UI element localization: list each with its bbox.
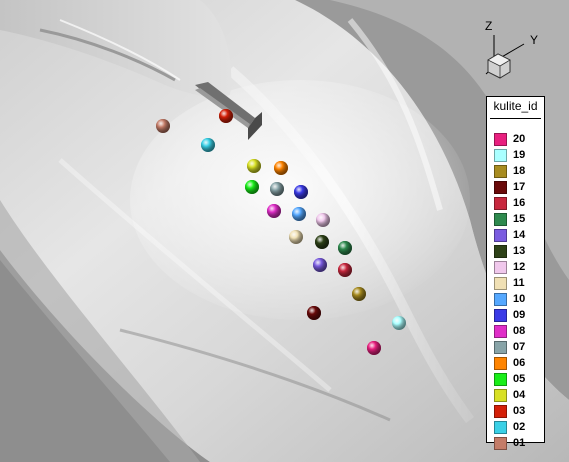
legend-label: 18 (513, 165, 526, 177)
legend-label: 15 (513, 213, 526, 225)
legend-entry: 02 (494, 419, 542, 435)
sensor-sphere-shading (316, 213, 330, 227)
legend-swatch (494, 420, 507, 434)
sensor-sphere-shading (315, 235, 329, 249)
legend-entry: 03 (494, 403, 542, 419)
legend-label: 17 (513, 181, 526, 193)
sensor-sphere-shading (313, 258, 327, 272)
sensor-sphere-shading (156, 119, 170, 133)
sensor-sphere-shading (292, 207, 306, 221)
legend-label: 10 (513, 293, 526, 305)
legend-swatch (494, 340, 507, 354)
legend-entry: 15 (494, 211, 542, 227)
legend-swatch (494, 404, 507, 418)
legend-entry: 12 (494, 259, 542, 275)
axes-triad: Z Y (485, 19, 538, 79)
legend-entry: 17 (494, 179, 542, 195)
legend-label: 01 (513, 437, 526, 449)
sensor-sphere-shading (245, 180, 259, 194)
surface-ridge (226, 66, 475, 423)
sensor-sphere-shading (307, 306, 321, 320)
legend-entry: 10 (494, 291, 542, 307)
legend-divider (490, 118, 541, 119)
sensor-sphere-shading (289, 230, 303, 244)
sensor-sphere-shading (219, 109, 233, 123)
legend-label: 12 (513, 261, 526, 273)
sensor-sphere-shading (338, 263, 352, 277)
legend-entry: 18 (494, 163, 542, 179)
legend-swatch (494, 164, 507, 178)
legend-entry: 07 (494, 339, 542, 355)
sensor-sphere-shading (367, 341, 381, 355)
sensor-sphere-shading (352, 287, 366, 301)
legend-label: 20 (513, 133, 526, 145)
legend-entry: 19 (494, 147, 542, 163)
legend-swatch (494, 228, 507, 242)
legend-swatch (494, 260, 507, 274)
legend-entry: 05 (494, 371, 542, 387)
legend-entry: 16 (494, 195, 542, 211)
legend-entry: 06 (494, 355, 542, 371)
wing (0, 0, 232, 97)
legend-entry: 11 (494, 275, 542, 291)
legend-swatch (494, 324, 507, 338)
legend-entry: 08 (494, 323, 542, 339)
legend-entry: 09 (494, 307, 542, 323)
legend-label: 16 (513, 197, 526, 209)
legend-swatch (494, 196, 507, 210)
sensor-sphere-shading (267, 204, 281, 218)
legend-entry: 01 (494, 435, 542, 451)
legend-label: 04 (513, 389, 526, 401)
legend-swatch (494, 292, 507, 306)
legend-swatch (494, 244, 507, 258)
legend-label: 05 (513, 373, 526, 385)
legend-label: 02 (513, 421, 526, 433)
axis-y-label: Y (530, 33, 538, 47)
legend-swatch (494, 132, 507, 146)
legend-swatch (494, 388, 507, 402)
sensor-sphere-shading (294, 185, 308, 199)
legend-label: 14 (513, 229, 526, 241)
legend-label: 08 (513, 325, 526, 337)
sensor-sphere-shading (270, 182, 284, 196)
legend-label: 06 (513, 357, 526, 369)
legend-swatch (494, 372, 507, 386)
sensor-sphere-shading (201, 138, 215, 152)
axis-z-label: Z (485, 19, 492, 33)
legend-label: 09 (513, 309, 526, 321)
legend-label: 13 (513, 245, 526, 257)
legend-title: kulite_id (493, 99, 538, 113)
legend-label: 07 (513, 341, 526, 353)
legend-entry: 13 (494, 243, 542, 259)
sensor-sphere-shading (338, 241, 352, 255)
pylon (195, 82, 255, 128)
legend-swatch (494, 308, 507, 322)
sensor-sphere-shading (247, 159, 261, 173)
legend-entry: 04 (494, 387, 542, 403)
kulite-sensors (156, 109, 406, 355)
legend-swatch (494, 148, 507, 162)
legend-entry: 14 (494, 227, 542, 243)
legend: kulite_id 20 19 18 17 16 15 14 13 12 11 10 09 08 07 06… (486, 96, 545, 450)
legend-entry: 20 (494, 131, 542, 147)
legend-swatch (494, 212, 507, 226)
sensor-sphere-shading (274, 161, 288, 175)
legend-swatch (494, 180, 507, 194)
legend-swatch (494, 276, 507, 290)
legend-swatch (494, 356, 507, 370)
sensor-sphere-shading (392, 316, 406, 330)
legend-swatch (494, 436, 507, 450)
legend-label: 11 (513, 277, 525, 289)
legend-label: 19 (513, 149, 526, 161)
legend-label: 03 (513, 405, 526, 417)
fuselage-lower-flank (0, 250, 210, 462)
